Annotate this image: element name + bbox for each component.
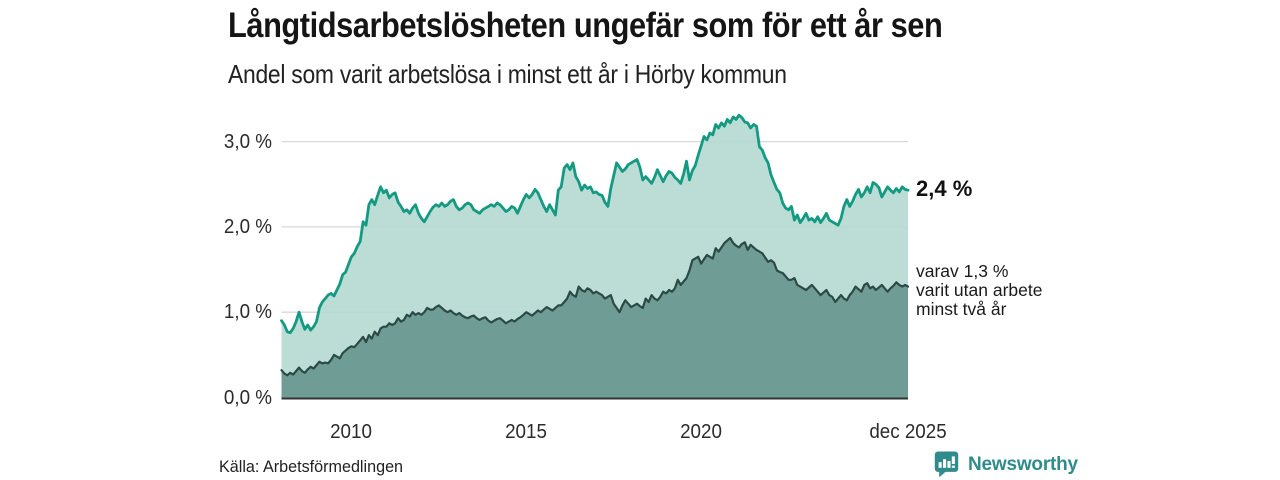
series2-label-line3: minst två år xyxy=(916,299,1007,319)
series2-end-value-label: varav 1,3 % varit utan arbete minst två … xyxy=(916,262,1042,319)
x-tick-label: 2020 xyxy=(680,421,723,443)
x-tick-label: 2010 xyxy=(330,421,373,443)
brand-logo: Newsworthy xyxy=(934,451,1078,478)
series2-label-line2: varit utan arbete xyxy=(916,280,1043,300)
y-tick-label: 3,0 % xyxy=(223,130,272,153)
page-title: Långtidsarbetslösheten ungefär som för e… xyxy=(228,6,943,45)
brand-name: Newsworthy xyxy=(968,453,1078,475)
y-tick-label: 0,0 % xyxy=(223,386,272,409)
speech-bubble-bar-chart-icon xyxy=(934,451,959,478)
y-tick-label: 2,0 % xyxy=(223,215,272,238)
source-credit: Källa: Arbetsförmedlingen xyxy=(219,457,404,476)
series2-label-line1: varav 1,3 % xyxy=(916,261,1009,281)
x-tick-label: 2015 xyxy=(505,421,548,443)
series1-end-value-label: 2,4 % xyxy=(916,176,973,201)
y-tick-label: 1,0 % xyxy=(223,301,272,324)
page-subtitle: Andel som varit arbetslösa i minst ett å… xyxy=(228,59,787,89)
series-lines xyxy=(280,113,910,377)
area-fills xyxy=(281,115,908,398)
x-tick-label: dec 2025 xyxy=(869,421,947,443)
